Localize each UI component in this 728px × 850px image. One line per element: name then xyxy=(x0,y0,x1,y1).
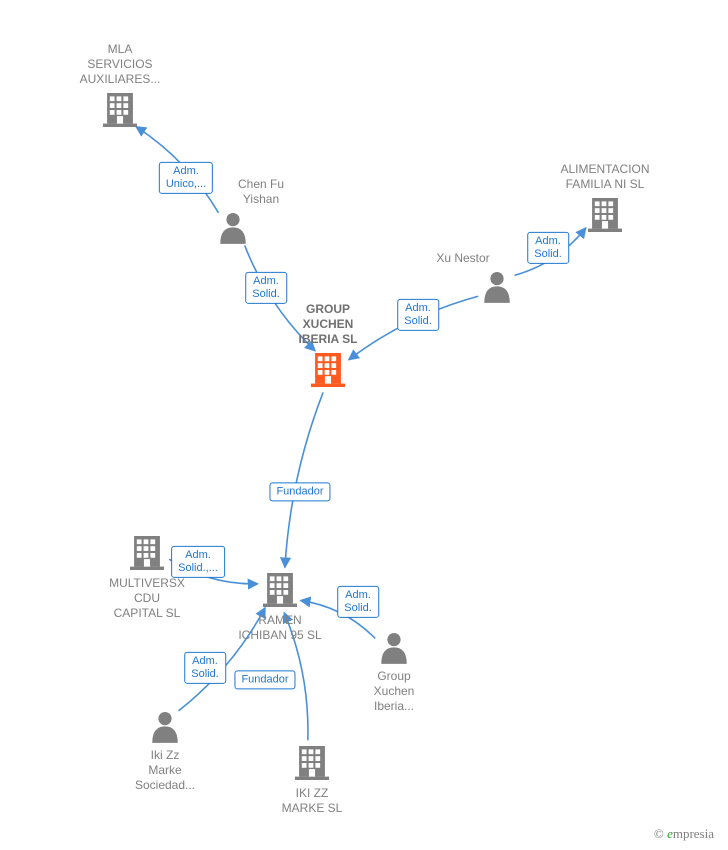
building-icon xyxy=(588,198,622,232)
brand-rest: mpresia xyxy=(673,826,714,841)
node-label: Group Xuchen Iberia... xyxy=(324,669,464,714)
building-icon xyxy=(295,746,329,780)
edge-label: Adm. Solid. xyxy=(397,299,439,331)
building-icon xyxy=(103,93,137,127)
edge-label: Adm. Solid. xyxy=(245,272,287,304)
diagram-canvas xyxy=(0,0,728,850)
node-label: MULTIVERSX CDU CAPITAL SL xyxy=(77,576,217,621)
edge-label: Fundador xyxy=(234,670,295,689)
edge-label: Adm. Solid.,... xyxy=(171,546,225,578)
person-icon xyxy=(220,213,246,244)
edge-label: Adm. Solid. xyxy=(337,586,379,618)
person-icon xyxy=(484,272,510,303)
node-label: GROUP XUCHEN IBERIA SL xyxy=(258,302,398,347)
node-label: ALIMENTACION FAMILIA NI SL xyxy=(535,162,675,192)
building-icon xyxy=(130,536,164,570)
watermark: © empresia xyxy=(654,826,714,842)
person-icon xyxy=(381,633,407,664)
edge-label: Fundador xyxy=(269,482,330,501)
building-icon xyxy=(263,573,297,607)
edge-label: Adm. Solid. xyxy=(184,652,226,684)
node-label: MLA SERVICIOS AUXILIARES... xyxy=(50,42,190,87)
edge-label: Adm. Unico,... xyxy=(159,162,213,194)
node-label: IKI ZZ MARKE SL xyxy=(242,786,382,816)
building-icon xyxy=(311,353,345,387)
edge-label: Adm. Solid. xyxy=(527,232,569,264)
edges-layer xyxy=(136,127,586,741)
person-icon xyxy=(152,712,178,743)
node-label: Xu Nestor xyxy=(393,251,533,266)
copyright-symbol: © xyxy=(654,826,664,841)
node-label: RAMEN ICHIBAN 95 SL xyxy=(210,613,350,643)
edge xyxy=(285,392,323,567)
node-label: Iki Zz Marke Sociedad... xyxy=(95,748,235,793)
